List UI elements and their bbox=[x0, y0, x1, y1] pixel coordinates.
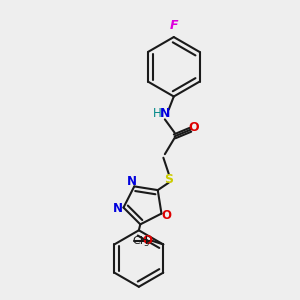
Text: O: O bbox=[161, 209, 171, 223]
Text: N: N bbox=[160, 107, 170, 120]
Text: N: N bbox=[127, 175, 137, 188]
Text: N: N bbox=[113, 202, 123, 215]
Text: O: O bbox=[143, 234, 153, 247]
Text: F: F bbox=[170, 19, 178, 32]
Text: H: H bbox=[152, 107, 161, 120]
Text: O: O bbox=[189, 121, 199, 134]
Text: 3: 3 bbox=[144, 239, 149, 248]
Text: CH: CH bbox=[132, 236, 148, 246]
Text: S: S bbox=[164, 172, 173, 186]
